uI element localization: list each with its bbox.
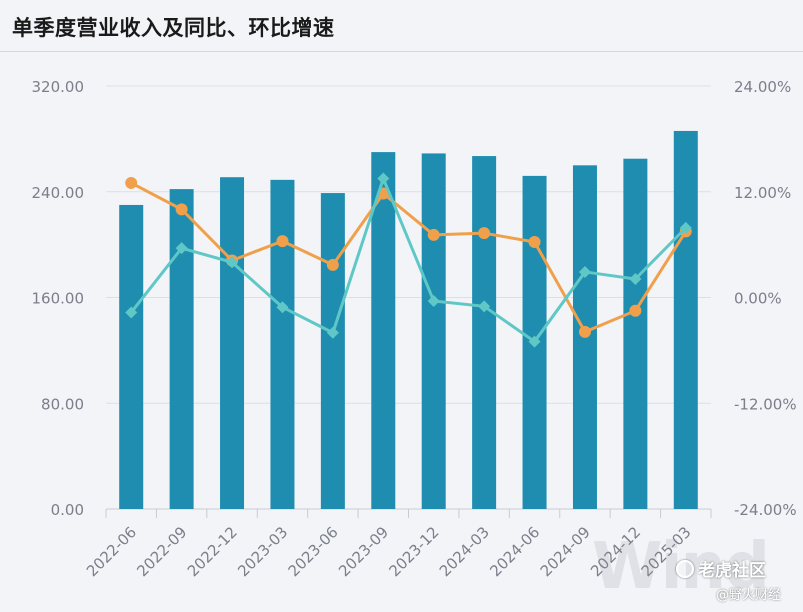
series-point (679, 221, 692, 234)
tiger-community-text: 老虎社区 (698, 561, 766, 581)
bar (119, 204, 144, 509)
y-left-tick-label: 80.00 (41, 395, 84, 413)
bar (623, 158, 648, 509)
bar (673, 130, 698, 509)
y-right-tick-label: -12.00% (734, 395, 797, 413)
series-line (130, 177, 687, 344)
bar (472, 156, 497, 509)
series-point (478, 227, 491, 240)
x-tick-label: 2023-03 (234, 523, 291, 580)
title-bar: 单季度营业收入及同比、环比增速 (0, 0, 803, 52)
series-point (226, 256, 239, 269)
bar (220, 177, 245, 509)
x-tick-label: 2024-03 (436, 523, 493, 580)
bar (421, 153, 446, 509)
series-point (276, 301, 289, 314)
x-tick-label: 2024-09 (537, 523, 594, 580)
series-point (578, 265, 591, 278)
series-point (377, 172, 390, 185)
series-point (125, 176, 138, 189)
series-point (578, 325, 591, 338)
bar (270, 179, 295, 509)
x-tick-label: 2024-12 (587, 523, 644, 580)
bar (320, 193, 345, 509)
series-point (326, 258, 339, 271)
x-tick-label: 2022-06 (83, 523, 140, 580)
series-point (478, 300, 491, 313)
tiger-community-watermark: 老虎社区 (676, 556, 766, 581)
bar (371, 152, 396, 509)
y-left-tick-label: 0.00 (51, 501, 84, 519)
chart-title: 单季度营业收入及同比、环比增速 (12, 16, 335, 40)
series-point (427, 295, 440, 308)
series-point (427, 228, 440, 241)
series-line (130, 181, 688, 334)
x-tick-label: 2023-09 (335, 523, 392, 580)
y-right-tick-label: 0.00% (734, 290, 782, 308)
x-tick-label: 2024-06 (486, 523, 543, 580)
bar (169, 189, 194, 509)
series-point (175, 242, 188, 255)
y-left-tick-label: 160.00 (32, 290, 85, 308)
series-point (326, 326, 339, 339)
y-right-tick-label: 24.00% (734, 78, 791, 96)
x-tick-label: 2022-12 (184, 523, 241, 580)
series-point (629, 272, 642, 285)
y-left-tick-label: 240.00 (32, 184, 85, 202)
series-point (276, 235, 289, 248)
x-tick-label: 2023-12 (385, 523, 442, 580)
series-point (528, 235, 541, 248)
series-point (175, 203, 188, 216)
author-watermark: @野火财经 (716, 588, 782, 603)
series-point (125, 306, 138, 319)
y-right-tick-label: 12.00% (734, 184, 791, 202)
series-point (528, 335, 541, 348)
x-tick-label: 2022-09 (133, 523, 190, 580)
y-left-tick-label: 320.00 (32, 78, 85, 96)
tiger-logo-icon (676, 559, 694, 578)
x-tick-label: 2023-06 (285, 523, 342, 580)
y-right-tick-label: -24.00% (734, 501, 797, 519)
series-point (629, 304, 642, 317)
